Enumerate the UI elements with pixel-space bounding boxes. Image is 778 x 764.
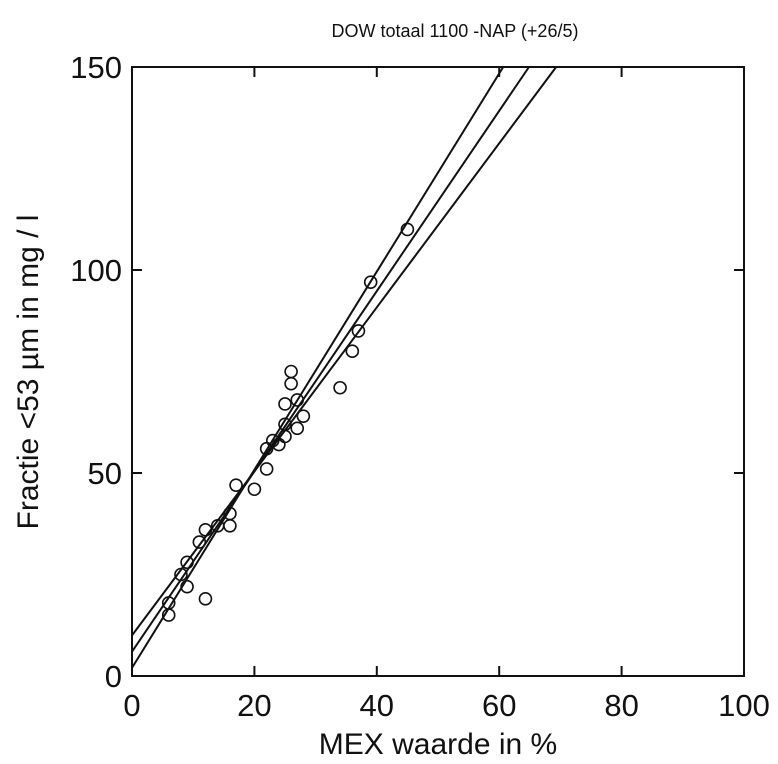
data-point-14 (259, 462, 274, 476)
x-axis: 0 20 40 60 80 100 (123, 67, 770, 723)
data-point-3 (174, 567, 188, 582)
data-point-12 (229, 478, 243, 492)
data-points (161, 222, 415, 622)
y-tick-label: 0 (105, 659, 122, 694)
data-point-6 (192, 535, 207, 549)
plot-frame (131, 66, 745, 677)
x-tick-label: 40 (360, 688, 394, 723)
data-point-28 (351, 324, 366, 338)
chart-title: DOW totaal 1100 -NAP (+26/5) (332, 21, 579, 41)
data-point-5 (180, 555, 194, 570)
data-point-13 (247, 482, 262, 497)
data-point-10 (223, 518, 237, 533)
data-point-24 (290, 393, 305, 407)
data-point-21 (284, 376, 298, 391)
data-point-25 (296, 409, 311, 423)
data-point-19 (278, 417, 292, 432)
y-tick-label: 100 (70, 253, 122, 288)
data-point-20 (278, 397, 292, 411)
y-tick-label: 150 (70, 50, 122, 85)
data-point-22 (284, 364, 298, 379)
data-point-2 (161, 596, 176, 610)
data-point-8 (198, 523, 213, 537)
data-point-11 (223, 506, 237, 521)
data-point-27 (345, 344, 360, 359)
y-axis-label: Fractie <53 µm in mg / l (12, 215, 45, 530)
x-tick-label: 100 (718, 688, 770, 723)
x-tick-label: 0 (123, 688, 140, 723)
data-point-23 (290, 421, 305, 436)
y-tick-label: 50 (88, 456, 122, 491)
regression-line-1 (131, 66, 557, 636)
x-tick-label: 20 (237, 688, 271, 723)
data-point-29 (363, 275, 378, 289)
regression-line-3 (131, 66, 505, 669)
x-tick-label: 60 (482, 688, 516, 723)
data-point-4 (180, 579, 194, 594)
regression-lines (131, 66, 557, 669)
x-tick-label: 80 (604, 688, 638, 723)
regression-line-2 (131, 66, 530, 653)
data-point-30 (400, 222, 415, 237)
x-axis-label: MEX waarde in % (319, 728, 557, 761)
y-axis: 0 50 100 150 (70, 50, 744, 694)
data-point-7 (198, 592, 213, 606)
data-point-26 (333, 380, 347, 395)
